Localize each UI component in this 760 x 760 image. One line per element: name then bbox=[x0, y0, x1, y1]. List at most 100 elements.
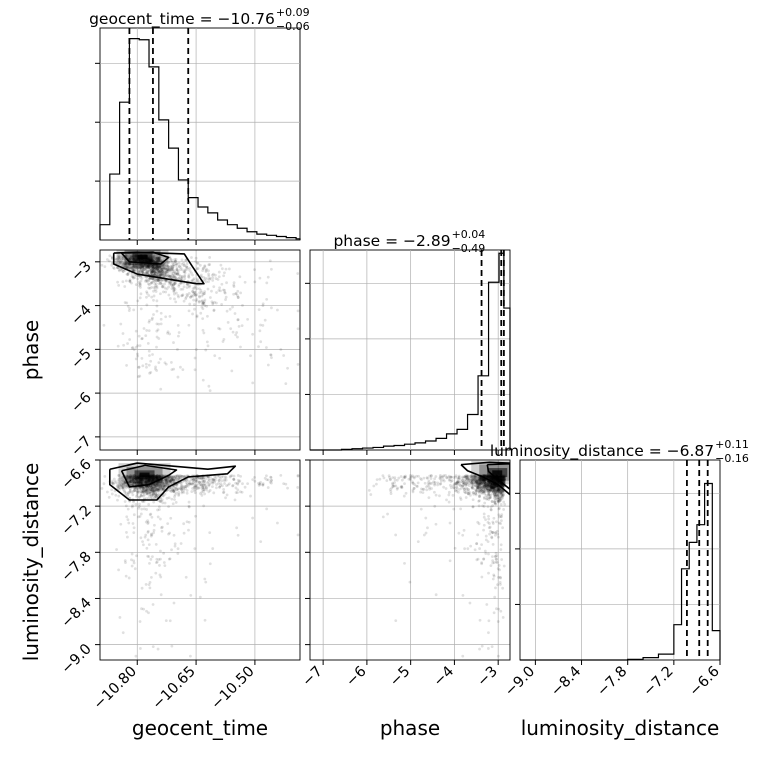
sample-point bbox=[496, 567, 500, 571]
sample-point bbox=[156, 490, 160, 494]
sample-point bbox=[200, 477, 204, 480]
sample-point bbox=[119, 268, 123, 272]
sample-point bbox=[141, 264, 144, 268]
sample-point bbox=[465, 476, 469, 480]
sample-point bbox=[172, 478, 176, 482]
sample-point bbox=[493, 489, 497, 493]
sample-point bbox=[142, 491, 146, 495]
sample-point bbox=[169, 282, 173, 285]
sample-point bbox=[160, 265, 163, 269]
sample-point bbox=[169, 475, 173, 479]
sample-point bbox=[142, 327, 146, 330]
sample-point bbox=[163, 264, 167, 267]
sample-point bbox=[151, 492, 155, 495]
sample-point bbox=[190, 279, 194, 283]
sample-point bbox=[424, 516, 428, 520]
sample-point bbox=[478, 481, 482, 485]
sample-point bbox=[114, 261, 118, 265]
sample-point bbox=[454, 475, 457, 479]
sample-point bbox=[157, 258, 161, 262]
sample-point bbox=[165, 270, 169, 273]
sample-point bbox=[154, 482, 158, 486]
sample-point bbox=[394, 619, 398, 623]
sample-point bbox=[396, 486, 399, 490]
sample-point bbox=[177, 334, 180, 338]
sample-point bbox=[131, 264, 135, 268]
sample-point bbox=[259, 480, 262, 484]
sample-point bbox=[236, 482, 240, 486]
sample-point bbox=[490, 485, 494, 489]
sample-point bbox=[229, 474, 233, 478]
sample-point bbox=[491, 483, 495, 487]
sample-point bbox=[494, 483, 498, 487]
sample-point bbox=[123, 301, 127, 304]
sample-point bbox=[117, 260, 120, 264]
sample-point bbox=[493, 484, 497, 488]
sample-point bbox=[147, 264, 150, 267]
sample-point bbox=[120, 255, 124, 258]
sample-point bbox=[132, 513, 136, 517]
sample-point bbox=[482, 557, 486, 561]
sample-point bbox=[174, 476, 178, 480]
sample-point bbox=[498, 487, 502, 491]
sample-point bbox=[499, 515, 503, 518]
sample-point bbox=[185, 489, 189, 492]
sample-point bbox=[136, 268, 140, 271]
sample-point bbox=[128, 278, 132, 282]
sample-point bbox=[499, 490, 502, 494]
contour-level2 bbox=[486, 463, 510, 491]
sample-point bbox=[150, 576, 153, 579]
sample-point bbox=[149, 490, 153, 494]
sample-point bbox=[161, 263, 165, 267]
sample-point bbox=[501, 478, 505, 482]
sample-point bbox=[239, 490, 242, 494]
sample-point bbox=[151, 271, 155, 275]
sample-point bbox=[481, 478, 484, 482]
sample-point bbox=[461, 481, 465, 485]
sample-point bbox=[136, 491, 139, 495]
sample-point bbox=[170, 283, 173, 287]
sample-point bbox=[478, 489, 481, 493]
sample-point bbox=[157, 475, 161, 479]
sample-point bbox=[172, 367, 176, 371]
sample-point bbox=[482, 478, 486, 482]
sample-point bbox=[205, 267, 208, 271]
sample-point bbox=[116, 255, 120, 259]
sample-point bbox=[257, 483, 261, 487]
sample-point bbox=[145, 270, 149, 273]
sample-point bbox=[482, 474, 486, 477]
sample-point bbox=[480, 488, 484, 492]
sample-point bbox=[155, 477, 159, 481]
sample-point bbox=[157, 282, 161, 286]
sample-point bbox=[168, 268, 172, 272]
sample-point bbox=[173, 476, 177, 480]
sample-point bbox=[144, 269, 148, 272]
sample-point bbox=[152, 492, 155, 495]
sample-point bbox=[151, 603, 155, 606]
sample-point bbox=[147, 479, 151, 483]
sample-point bbox=[147, 503, 151, 506]
sample-point bbox=[439, 479, 443, 483]
sample-point bbox=[207, 484, 211, 488]
sample-point bbox=[172, 490, 176, 494]
sample-point bbox=[164, 481, 168, 485]
sample-point bbox=[125, 266, 129, 270]
sample-point bbox=[496, 654, 500, 658]
sample-point bbox=[144, 362, 148, 366]
sample-point bbox=[501, 493, 505, 497]
sample-point bbox=[131, 477, 135, 481]
sample-point bbox=[139, 480, 142, 484]
sample-point bbox=[118, 255, 122, 259]
sample-point bbox=[483, 478, 486, 482]
sample-point bbox=[490, 488, 494, 491]
sample-point bbox=[150, 265, 154, 269]
sample-point bbox=[378, 477, 382, 481]
sample-point bbox=[441, 475, 445, 479]
sample-point bbox=[100, 263, 104, 267]
sample-point bbox=[154, 264, 158, 268]
sample-point bbox=[496, 499, 500, 503]
sample-point bbox=[144, 490, 148, 493]
sample-point bbox=[208, 478, 212, 482]
sample-point bbox=[483, 492, 487, 496]
sample-point bbox=[161, 278, 164, 282]
